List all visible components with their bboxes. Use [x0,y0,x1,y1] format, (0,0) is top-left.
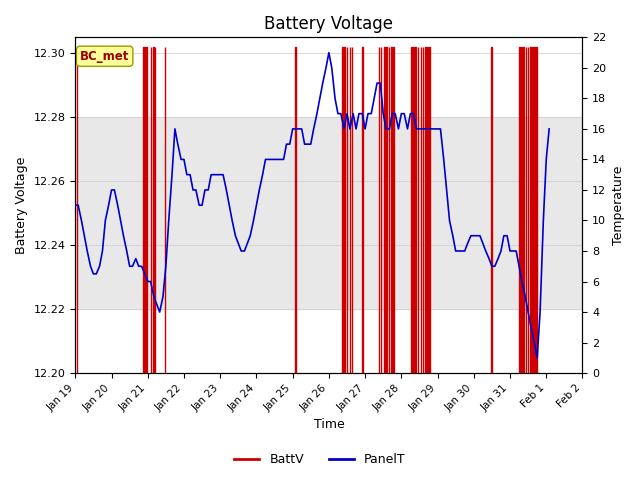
Bar [76,117,582,309]
Y-axis label: Temperature: Temperature [612,166,625,245]
Title: Battery Voltage: Battery Voltage [264,15,394,33]
Y-axis label: Battery Voltage: Battery Voltage [15,156,28,254]
Text: BC_met: BC_met [80,50,129,63]
X-axis label: Time: Time [314,419,344,432]
Legend: BattV, PanelT: BattV, PanelT [229,448,411,471]
